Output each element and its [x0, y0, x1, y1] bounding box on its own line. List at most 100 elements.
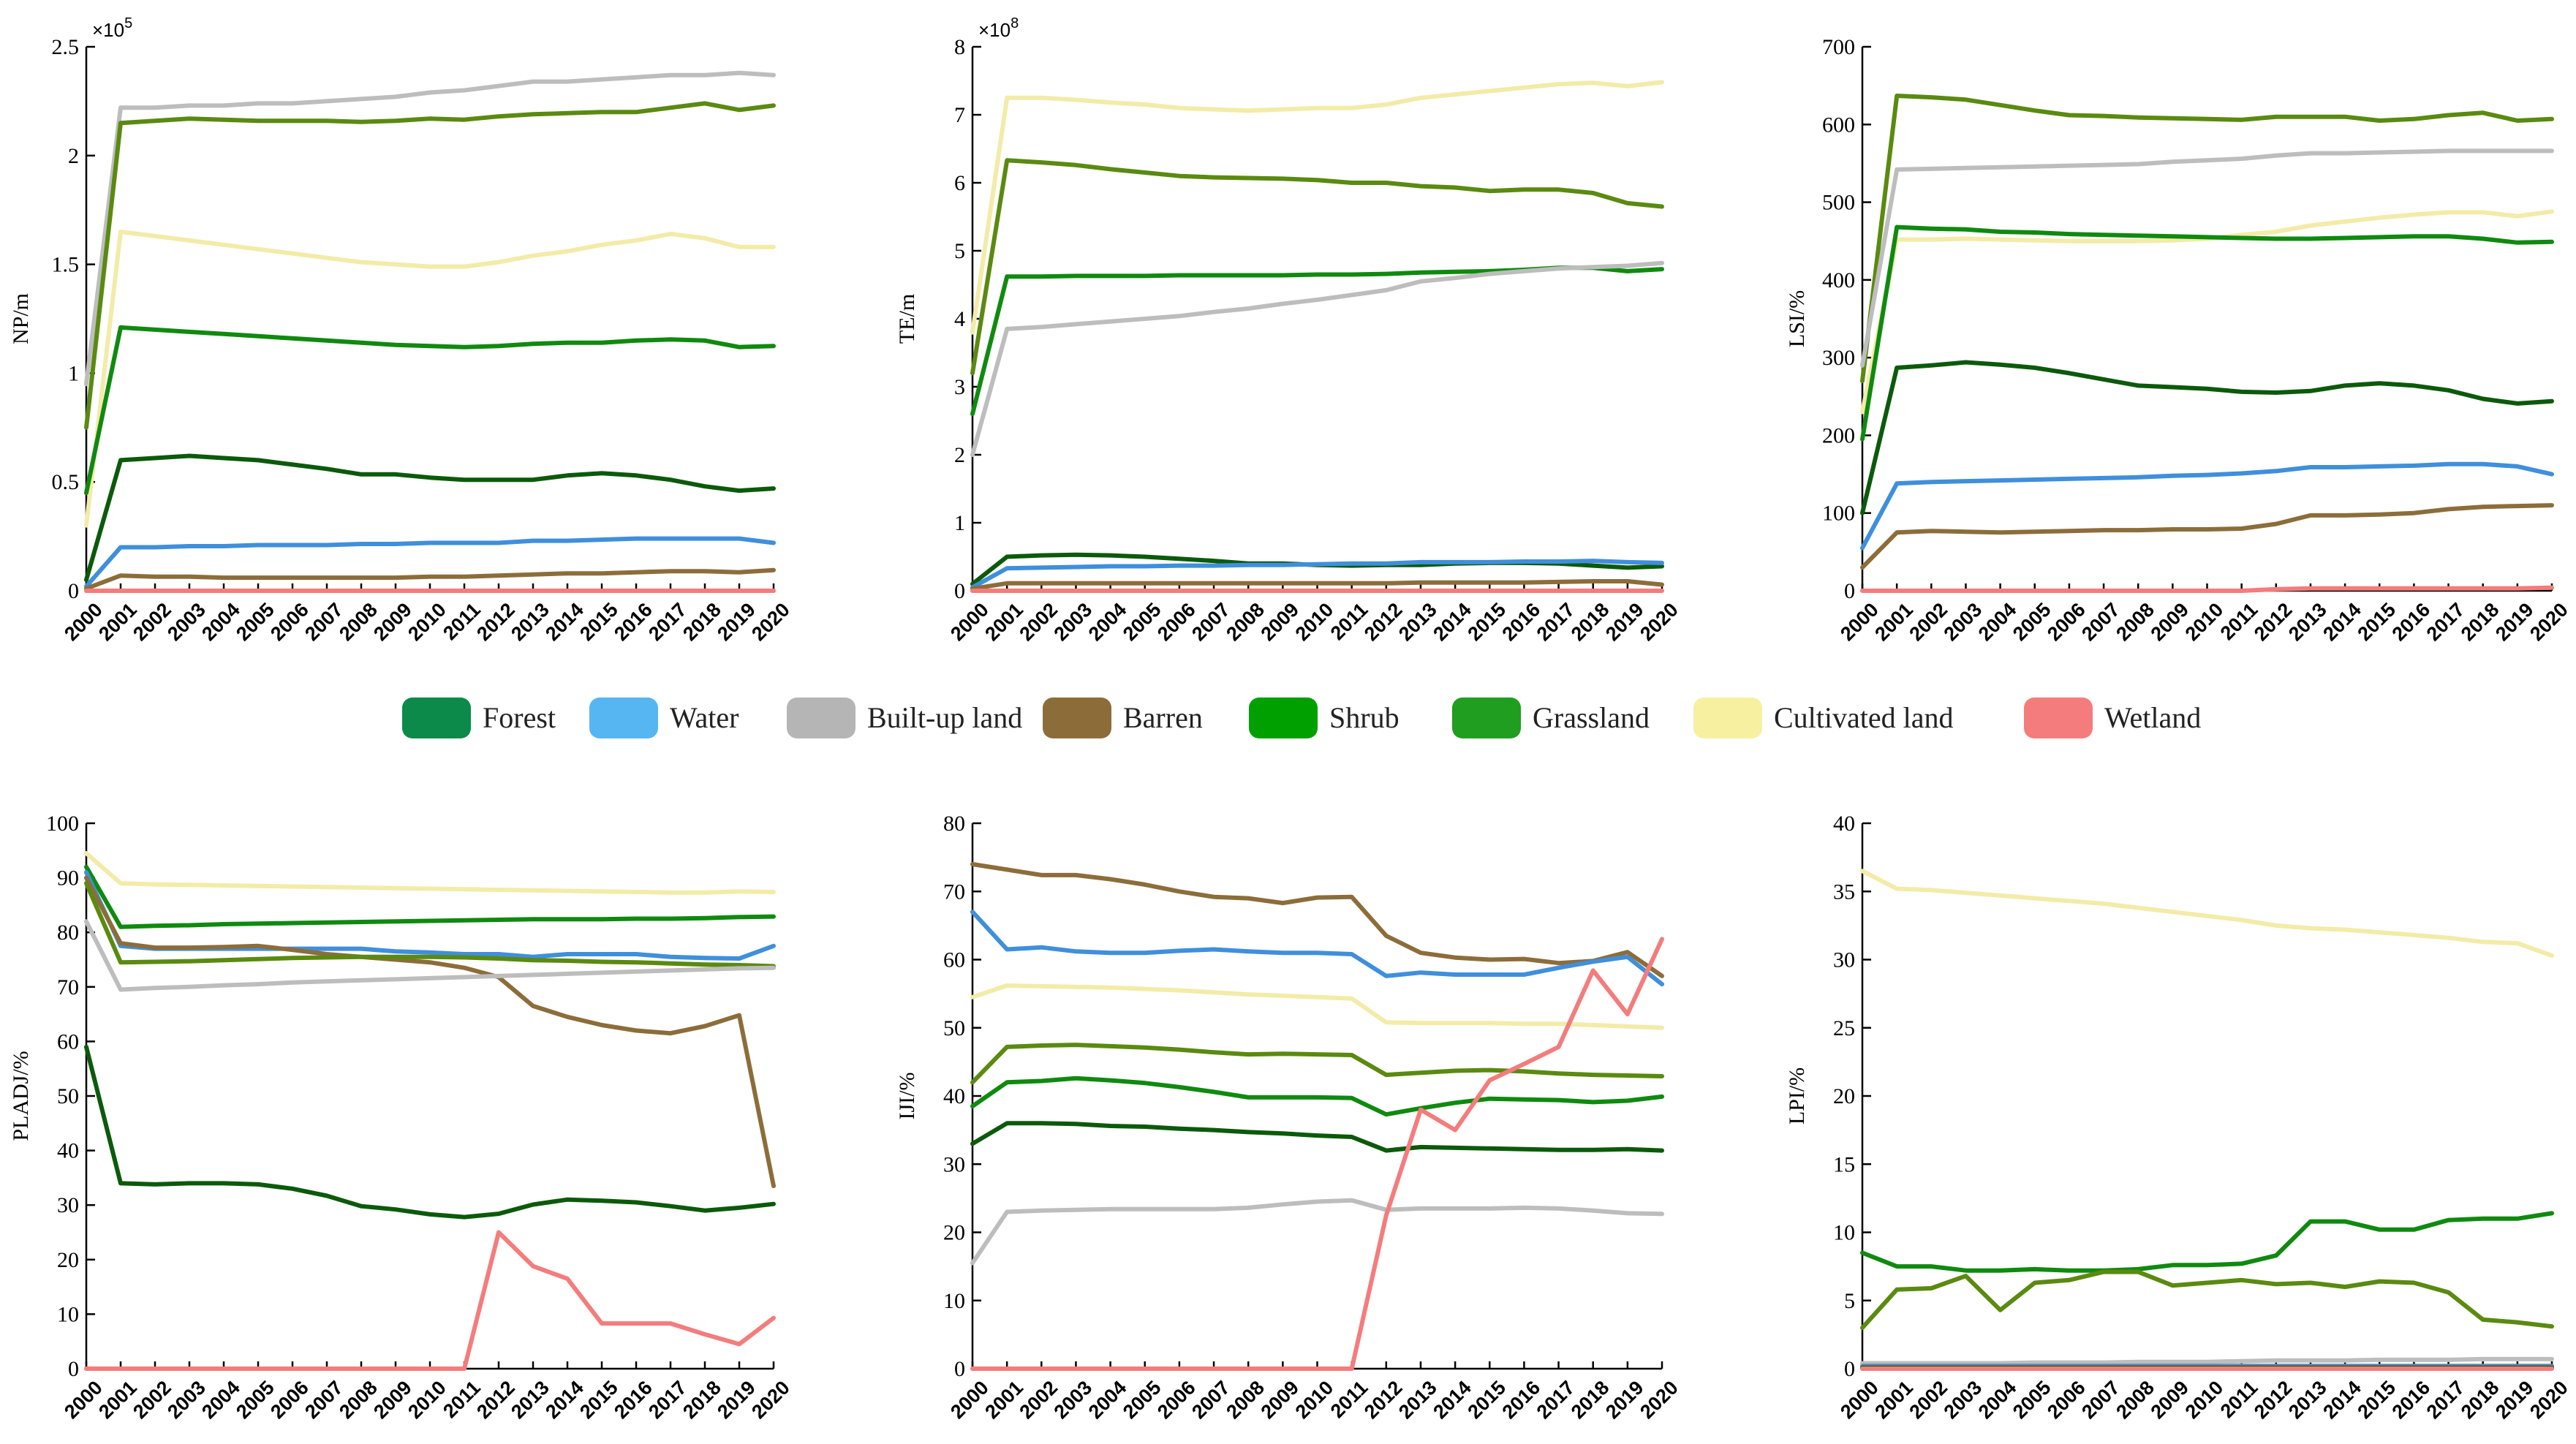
x-tick-label: 2003 — [163, 599, 210, 646]
y-tick-label: 25 — [1833, 1016, 1855, 1040]
x-tick-label: 2003 — [163, 1377, 210, 1424]
legend-item-cultivated-land: Cultivated land — [1693, 698, 1954, 738]
y-tick-label: 2 — [68, 144, 79, 168]
exponent-label: ×108 — [978, 15, 1019, 41]
x-tick-label: 2004 — [197, 599, 244, 646]
legend-swatch — [1043, 698, 1111, 738]
series-built-up-land — [84, 70, 776, 387]
y-tick-label: 200 — [1822, 423, 1855, 447]
y-tick-label: 10 — [1833, 1221, 1855, 1245]
y-tick-label: 40 — [57, 1139, 79, 1163]
legend-label: Shrub — [1329, 701, 1400, 734]
series-cultivated-land — [1860, 869, 2554, 958]
legend-label: Wetland — [2104, 701, 2201, 734]
y-tick-label: 2.5 — [52, 35, 80, 59]
x-tick-label: 2015 — [575, 599, 622, 646]
y-tick-label: 40 — [1833, 812, 1855, 836]
x-tick-label: 2004 — [1084, 599, 1131, 646]
x-tick-label: 2014 — [2319, 599, 2365, 646]
chart-iji: 0102030405060708020002001200220032004200… — [895, 812, 1682, 1423]
exponent-power: 5 — [124, 15, 132, 31]
series-barren — [84, 567, 776, 591]
series-shrub — [970, 265, 1664, 417]
legend-swatch — [402, 698, 471, 738]
y-tick-label: 0 — [1844, 579, 1855, 603]
series-shrub — [84, 325, 776, 496]
x-tick-label: 2020 — [747, 1377, 794, 1424]
x-tick-label: 2008 — [1222, 1377, 1269, 1424]
x-tick-label: 2001 — [94, 1377, 141, 1424]
x-tick-label: 2007 — [1187, 1377, 1234, 1424]
x-tick-label: 2020 — [2526, 599, 2572, 646]
x-tick-label: 2018 — [679, 1377, 725, 1424]
x-tick-label: 2016 — [1498, 599, 1545, 646]
x-tick-label: 2006 — [266, 1377, 313, 1424]
x-tick-label: 2002 — [1015, 599, 1062, 646]
x-tick-label: 2020 — [2526, 1377, 2572, 1424]
y-tick-label: 70 — [57, 975, 79, 999]
x-tick-label: 2001 — [1870, 1377, 1917, 1424]
x-tick-label: 2007 — [1187, 599, 1234, 646]
x-tick-label: 2011 — [439, 1377, 485, 1423]
y-axis-label: LSI/% — [1785, 290, 1809, 347]
x-tick-label: 2009 — [369, 1377, 416, 1424]
x-tick-label: 2015 — [1463, 599, 1510, 646]
y-tick-label: 5 — [1844, 1289, 1855, 1313]
x-tick-label: 2001 — [1870, 599, 1917, 646]
x-tick-label: 2013 — [1394, 1377, 1441, 1424]
x-tick-label: 2009 — [1256, 599, 1303, 646]
x-tick-label: 2012 — [1360, 599, 1407, 646]
x-tick-label: 2006 — [266, 599, 313, 646]
y-tick-label: 2 — [954, 443, 965, 467]
series-cultivated-land — [84, 851, 776, 895]
series-built-up-land — [970, 260, 1664, 457]
y-tick-label: 1 — [954, 511, 965, 535]
x-tick-label: 2016 — [610, 599, 657, 646]
x-tick-label: 2012 — [2250, 599, 2297, 646]
legend-item-barren: Barren — [1043, 698, 1203, 738]
series-built-up-land — [970, 1198, 1664, 1266]
legend-item-water: Water — [589, 698, 739, 738]
y-tick-label: 6 — [954, 171, 965, 195]
y-tick-label: 500 — [1822, 191, 1855, 215]
y-tick-label: 0 — [954, 579, 965, 603]
y-tick-label: 60 — [57, 1029, 79, 1054]
legend-label: Grassland — [1533, 701, 1650, 734]
x-tick-label: 2005 — [232, 599, 279, 646]
x-tick-label: 2003 — [1940, 599, 1987, 646]
legend-swatch — [1693, 698, 1762, 738]
series-barren — [970, 862, 1664, 978]
x-tick-label: 2000 — [946, 1377, 993, 1424]
x-tick-label: 2018 — [1567, 599, 1614, 646]
legend-item-forest: Forest — [402, 698, 556, 738]
series-forest — [84, 453, 776, 583]
legend-swatch — [1249, 698, 1318, 738]
x-tick-label: 2006 — [2043, 599, 2090, 646]
legend-label: Water — [670, 701, 739, 734]
x-tick-label: 2006 — [2043, 1377, 2090, 1424]
y-tick-label: 30 — [57, 1193, 79, 1217]
legend-label: Cultivated land — [1774, 701, 1954, 734]
series-wetland — [1860, 585, 2554, 593]
series-forest — [1860, 360, 2554, 515]
x-tick-label: 2019 — [713, 599, 760, 646]
chart-pladj: 0102030405060708090100200020012002200320… — [9, 812, 794, 1423]
y-tick-label: 30 — [1833, 948, 1855, 972]
x-tick-label: 2004 — [197, 1377, 244, 1424]
x-tick-label: 2015 — [2353, 1377, 2400, 1424]
x-tick-label: 2005 — [232, 1377, 279, 1424]
series-water — [1860, 461, 2554, 551]
x-tick-label: 2005 — [1119, 599, 1166, 646]
x-tick-label: 2008 — [335, 1377, 382, 1424]
y-tick-label: 35 — [1833, 880, 1855, 904]
x-tick-label: 2005 — [1119, 1377, 1166, 1424]
y-tick-label: 0 — [954, 1357, 965, 1381]
x-tick-label: 2001 — [94, 599, 141, 646]
series-water — [970, 559, 1664, 590]
x-tick-label: 2018 — [2457, 599, 2504, 646]
x-tick-label: 2016 — [1498, 1377, 1545, 1424]
x-tick-label: 2016 — [610, 1377, 657, 1424]
series-shrub — [970, 1076, 1664, 1117]
y-tick-label: 90 — [57, 866, 79, 891]
y-tick-label: 0 — [68, 579, 79, 603]
